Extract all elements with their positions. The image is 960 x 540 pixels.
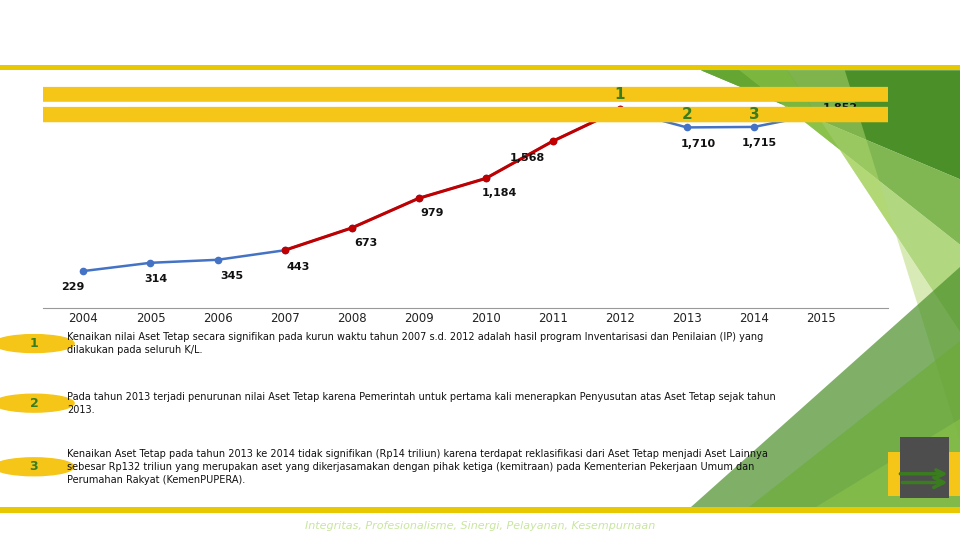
Text: 1: 1 [30,337,38,350]
Circle shape [0,108,960,122]
Text: 979: 979 [420,208,444,218]
Text: 345: 345 [220,271,243,281]
Text: 1,184: 1,184 [482,188,517,199]
Bar [888,452,960,496]
Polygon shape [749,341,960,507]
Text: 673: 673 [354,238,377,248]
Text: Integritas, Profesionalisme, Sinergi, Pelayanan, Kesempurnaan: Integritas, Profesionalisme, Sinergi, Pe… [305,521,655,531]
Text: 3: 3 [30,460,38,473]
Text: Perkembangan Nilai BMN Berupa Aset Tetap: Perkembangan Nilai BMN Berupa Aset Tetap [255,10,705,28]
Circle shape [0,335,74,353]
Circle shape [0,87,960,101]
Circle shape [0,458,74,476]
Text: Pada tahun 2013 terjadi penurunan nilai Aset Tetap karena Pemerintah untuk perta: Pada tahun 2013 terjadi penurunan nilai … [67,392,776,415]
Text: 2: 2 [30,397,38,410]
Text: 1,710: 1,710 [681,139,715,149]
Polygon shape [787,70,960,441]
Polygon shape [701,70,960,179]
Text: 1,852: 1,852 [823,103,858,113]
Circle shape [0,394,74,412]
Text: 314: 314 [144,274,168,284]
Bar [0,65,960,70]
Text: Kenaikan Aset Tetap pada tahun 2013 ke 2014 tidak signifikan (Rp14 triliun) kare: Kenaikan Aset Tetap pada tahun 2013 ke 2… [67,449,768,485]
Text: 1,715: 1,715 [742,138,777,149]
Polygon shape [691,267,960,507]
Text: 1,568: 1,568 [510,153,545,163]
Text: 1,896: 1,896 [566,90,602,100]
Text: 443: 443 [287,262,310,272]
Bar [900,437,949,498]
Text: 3: 3 [749,107,759,122]
Text: 1: 1 [614,87,625,102]
Text: 2: 2 [682,107,692,123]
Circle shape [0,107,960,121]
Text: Kenaikan nilai Aset Tetap secara signifikan pada kurun waktu tahun 2007 s.d. 201: Kenaikan nilai Aset Tetap secara signifi… [67,332,763,355]
Text: 229: 229 [60,282,84,293]
Polygon shape [701,70,960,245]
Bar [0,507,960,512]
Text: Periode Tahun 2004 – 2015 (dalam triliun rupiah): Periode Tahun 2004 – 2015 (dalam triliun… [232,35,728,52]
Polygon shape [816,419,960,507]
Polygon shape [739,70,960,332]
